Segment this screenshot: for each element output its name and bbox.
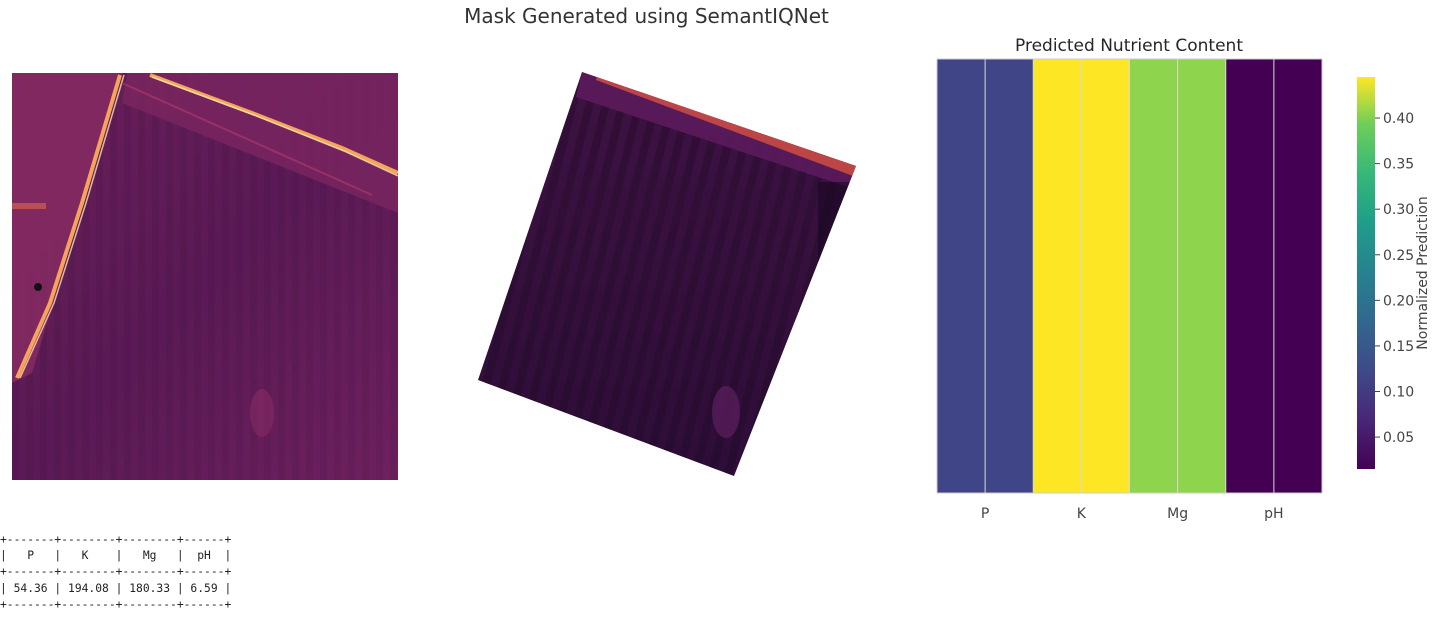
- x-tick-p: P: [981, 506, 989, 522]
- colorbar-tick-label: 0.05: [1383, 430, 1414, 446]
- colorbar-ticks: 0.05 0.10 0.15 0.20 0.25 0.30 0.35 0.40: [1375, 111, 1414, 446]
- mask-image: [478, 72, 856, 476]
- x-tick-ph: pH: [1264, 506, 1283, 522]
- colorbar-tick-label: 0.25: [1383, 248, 1414, 264]
- x-tick-labels: P K Mg pH: [981, 506, 1284, 522]
- nutrient-table: +-------+--------+--------+------+ | P |…: [0, 533, 232, 611]
- colorbar-tick-label: 0.30: [1383, 202, 1414, 218]
- x-tick-k: K: [1077, 506, 1087, 522]
- colorbar-tick-label: 0.15: [1383, 339, 1414, 355]
- colorbar-tick-label: 0.20: [1383, 293, 1414, 309]
- field-image: [12, 73, 398, 480]
- x-tick-mg: Mg: [1167, 506, 1188, 522]
- colorbar: [1357, 77, 1375, 469]
- heatmap-cells: [936, 58, 1323, 494]
- chart-title: Predicted Nutrient Content: [1015, 36, 1243, 56]
- colorbar-tick-label: 0.35: [1383, 157, 1414, 173]
- plot-frame: [936, 58, 1323, 494]
- figure-title: Mask Generated using SemantIQNet: [464, 4, 829, 28]
- nutrient-heatmap: Predicted Nutrient Content P K Mg pH 0.050.…: [936, 36, 1431, 522]
- colorbar-tick-label: 0.40: [1383, 111, 1414, 127]
- colorbar-label: Normalized Prediction: [1415, 196, 1431, 349]
- colorbar-tick-label: 0.10: [1383, 385, 1414, 401]
